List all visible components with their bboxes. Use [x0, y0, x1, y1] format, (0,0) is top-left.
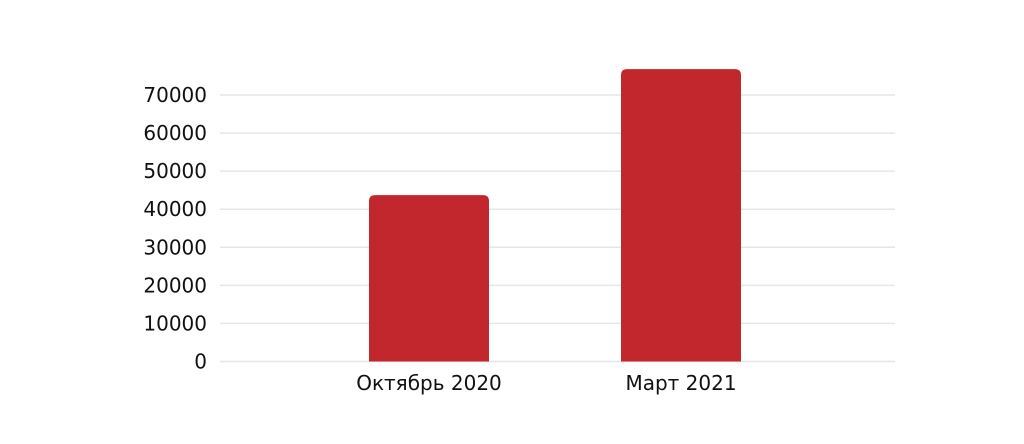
y-tick-label: 70000	[143, 83, 207, 107]
y-tick-label: 40000	[143, 197, 207, 221]
y-tick-label: 60000	[143, 121, 207, 145]
y-tick-label: 50000	[143, 159, 207, 183]
y-tick-label: 20000	[143, 273, 207, 297]
bar	[621, 69, 741, 362]
x-tick-label: Октябрь 2020	[356, 371, 502, 395]
y-tick-label: 10000	[143, 311, 207, 335]
bar	[369, 195, 489, 362]
x-tick-label: Март 2021	[625, 371, 736, 395]
y-tick-label: 0	[194, 350, 207, 374]
y-tick-label: 30000	[143, 235, 207, 259]
